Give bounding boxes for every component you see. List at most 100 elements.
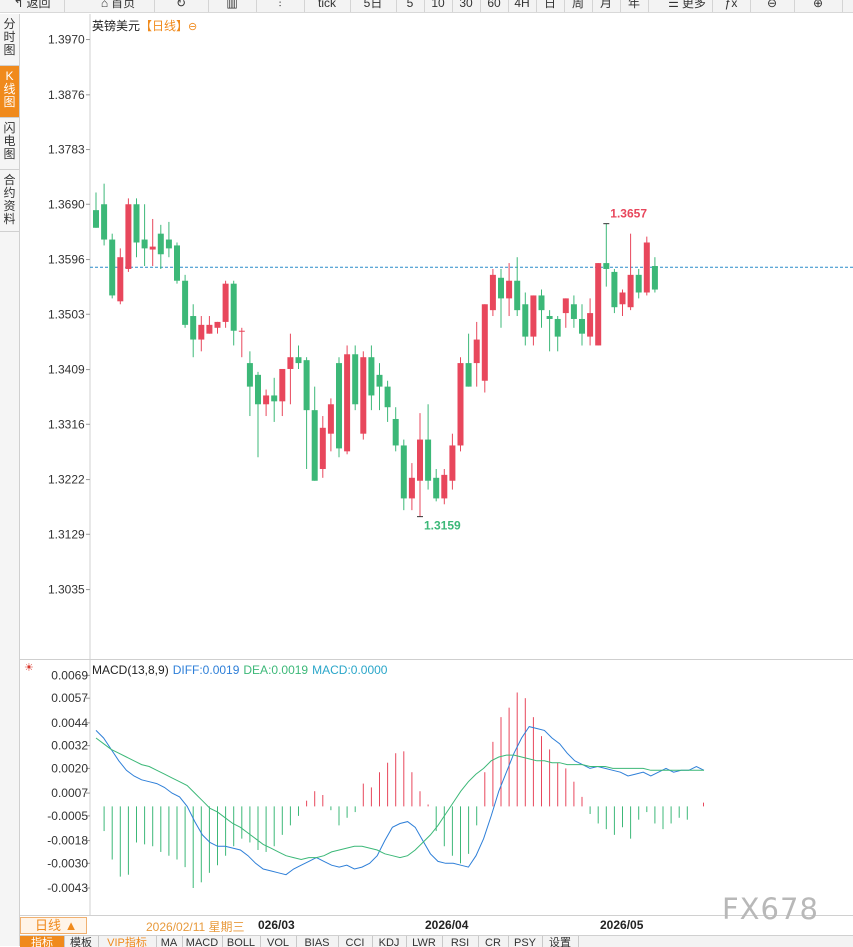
macd-tick-label: 0.0032 — [51, 739, 88, 753]
candle-body — [327, 404, 334, 434]
tab-settings[interactable]: 设置 — [542, 936, 579, 947]
period-30min[interactable]: 30 — [452, 0, 481, 12]
chart-type-sidebar: 分时图 K线图 闪电图 合约资料 — [0, 14, 20, 946]
price-tick-label: 1.3503 — [48, 307, 85, 321]
candle-body — [433, 477, 440, 499]
tab-cr[interactable]: CR — [478, 936, 509, 947]
candle-body — [174, 245, 180, 281]
period-10min[interactable]: 10 — [424, 0, 453, 12]
period-day[interactable]: 日 — [536, 0, 565, 12]
dea-value: DEA:0.0019 — [243, 663, 309, 677]
pane-divider[interactable] — [20, 659, 853, 660]
candle-body — [400, 445, 407, 499]
candle-type-button[interactable]: ⫶ — [256, 0, 305, 12]
candle-body — [246, 363, 253, 387]
refresh-button[interactable]: ↻ — [154, 0, 209, 12]
side-tab-timeshare[interactable]: 分时图 — [0, 14, 19, 66]
macd-tick-label: -0.0018 — [47, 834, 88, 848]
side-tab-kline[interactable]: K线图 — [0, 66, 19, 118]
tab-lwr[interactable]: LWR — [406, 936, 443, 947]
candle-body — [587, 313, 594, 337]
period-5day[interactable]: 5日 — [350, 0, 397, 12]
period-tick[interactable]: tick — [304, 0, 351, 12]
candle-body — [457, 363, 464, 446]
period-60min[interactable]: 60 — [480, 0, 509, 12]
candle-body — [214, 321, 221, 328]
tab-indicator[interactable]: 指标 — [20, 936, 65, 947]
tab-vol[interactable]: VOL — [260, 936, 297, 947]
tab-cci[interactable]: CCI — [338, 936, 373, 947]
date-axis-bar: 日线 ▲ 2026/02/11 星期三 026/03 2026/04 2026/… — [20, 915, 853, 935]
candle-body — [109, 239, 116, 296]
candle-body — [392, 418, 399, 446]
bar-chart-icon: ▥ — [226, 0, 238, 10]
period-5min[interactable]: 5 — [396, 0, 425, 12]
indicator-settings-icon[interactable]: ☀ — [24, 662, 34, 674]
tab-template[interactable]: 模板 — [64, 936, 99, 947]
side-tab-contract-info[interactable]: 合约资料 — [0, 170, 19, 232]
candle-body — [449, 445, 456, 481]
period-month[interactable]: 月 — [592, 0, 621, 12]
zoom-out-button[interactable]: ⊖ — [750, 0, 795, 12]
price-tick-label: 1.3690 — [48, 197, 85, 211]
candle-body — [546, 316, 553, 319]
candle-body — [319, 427, 326, 469]
macd-value: MACD:0.0000 — [312, 663, 388, 677]
price-tick-label: 1.3596 — [48, 253, 85, 267]
candle-body — [570, 304, 577, 319]
diff-line — [95, 726, 705, 876]
candle-body — [141, 239, 148, 249]
candle-body — [530, 295, 537, 337]
tab-boll[interactable]: BOLL — [222, 936, 261, 947]
period-week[interactable]: 周 — [564, 0, 593, 12]
instrument-name: 英镑美元 — [92, 19, 141, 33]
candle-body — [206, 324, 213, 334]
macd-tick-label: -0.0043 — [47, 881, 88, 895]
side-tab-flash[interactable]: 闪电图 — [0, 118, 19, 170]
candle-body — [303, 360, 310, 411]
home-icon: ⌂ — [100, 0, 109, 10]
watermark: FX678 — [722, 892, 819, 926]
function-button[interactable]: ƒx — [712, 0, 751, 12]
candle-body — [579, 318, 585, 334]
period-year[interactable]: 年 — [620, 0, 649, 12]
price-axis: 1.3970 1.3876 1.3783 1.3690 1.3596 1.3503 1.34… — [48, 14, 91, 659]
candle-body — [554, 318, 561, 337]
price-tick-label: 1.3970 — [48, 33, 85, 47]
price-tick-label: 1.3222 — [48, 473, 85, 487]
zoom-in-button[interactable]: ⊕ — [794, 0, 843, 12]
candle-body — [651, 266, 658, 290]
candlestick-chart[interactable]: 1.3970 1.3876 1.3783 1.3690 1.3596 1.3503 1.34… — [20, 14, 853, 659]
tab-ma[interactable]: MA — [156, 936, 183, 947]
tab-bias[interactable]: BIAS — [296, 936, 339, 947]
back-button[interactable]: ↰ 返回 — [0, 0, 65, 12]
tab-rsi[interactable]: RSI — [442, 936, 479, 947]
candle-body — [465, 363, 472, 387]
candle-body — [514, 280, 521, 311]
period-select[interactable]: 日线 ▲ — [20, 917, 87, 934]
candle-body — [165, 239, 172, 249]
tab-macd[interactable]: MACD — [182, 936, 223, 947]
candle-body — [230, 283, 237, 331]
macd-lines — [95, 726, 705, 876]
price-tick-label: 1.3409 — [48, 363, 85, 377]
candle-body — [352, 354, 359, 405]
candle-body — [344, 354, 351, 452]
settings-icon[interactable]: ⊖ — [188, 21, 198, 33]
price-tick-label: 1.3129 — [48, 527, 85, 541]
period-4h[interactable]: 4H — [508, 0, 537, 12]
price-tick-label: 1.3783 — [48, 143, 85, 157]
tab-vip-indicator[interactable]: VIP指标 — [98, 936, 157, 947]
more-button[interactable]: ☰ 更多 — [662, 0, 713, 12]
candle-body — [425, 439, 432, 481]
macd-tick-label: -0.0030 — [47, 856, 88, 870]
candle-body — [295, 357, 302, 364]
function-icon: ƒx — [724, 0, 738, 10]
candle-body — [595, 263, 602, 346]
macd-chart[interactable]: 0.0069 0.0057 0.0044 0.0032 0.0020 0.0007 -0.0… — [20, 660, 853, 915]
candle-body — [562, 298, 569, 314]
chart-type-button[interactable]: ▥ — [208, 0, 257, 12]
home-button[interactable]: ⌂ 首页 — [82, 0, 155, 12]
tab-psy[interactable]: PSY — [508, 936, 543, 947]
tab-kdj[interactable]: KDJ — [372, 936, 407, 947]
